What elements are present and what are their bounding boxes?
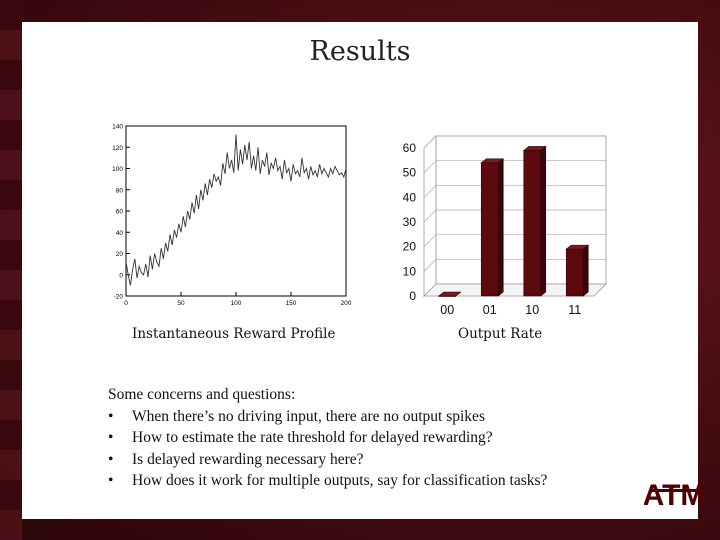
x-tick-label: 0 xyxy=(124,300,128,307)
right-chart-caption: Output Rate xyxy=(458,326,543,342)
x-tick-label: 11 xyxy=(568,303,581,315)
y-tick-label: 10 xyxy=(403,264,417,278)
x-tick-label: 00 xyxy=(440,303,454,315)
x-tick-label: 10 xyxy=(525,303,539,315)
y-tick-label: 20 xyxy=(116,251,124,258)
x-tick-label: 01 xyxy=(483,303,497,315)
y-tick-label: 100 xyxy=(112,166,123,173)
grid-line xyxy=(423,258,606,272)
plot-frame xyxy=(125,125,347,297)
x-tick-label: 50 xyxy=(177,300,185,307)
grid-line xyxy=(423,283,606,297)
bar-side xyxy=(455,291,461,297)
output-rate-bar-chart: 0 10 20 30 40 50 60 00 01 10 11 xyxy=(403,135,607,315)
bar-side xyxy=(540,145,547,297)
bullet-item: When there’s no driving input, there are… xyxy=(108,406,668,428)
logo-text: ATM xyxy=(644,479,704,512)
y-tick-label: 140 xyxy=(112,124,123,131)
grid-line xyxy=(423,209,606,223)
bar xyxy=(565,248,584,297)
x-tick-label: 100 xyxy=(231,300,242,307)
y-tick-label: 30 xyxy=(403,215,417,229)
grid-line xyxy=(423,160,606,173)
y-tick-label: 40 xyxy=(116,230,124,237)
y-tick-label: 80 xyxy=(116,187,124,194)
bullet-item: Is delayed rewarding necessary here? xyxy=(108,449,668,471)
bar xyxy=(480,162,499,297)
background-stripe xyxy=(0,0,22,540)
bullet-item: How to estimate the rate threshold for d… xyxy=(108,427,668,449)
y-tick-label: 60 xyxy=(403,141,417,155)
y-tick-label: 120 xyxy=(112,145,123,152)
bar xyxy=(523,150,542,297)
slide: Results -20 0 20 40 60 80 100 120 140 0 50 100 150 20… xyxy=(22,22,704,519)
x-tick-label: 200 xyxy=(341,300,352,307)
x-tick-label: 150 xyxy=(286,300,297,307)
y-tick-label: 50 xyxy=(403,166,417,180)
bar-side xyxy=(497,158,504,297)
concerns-intro: Some concerns and questions: xyxy=(108,386,296,403)
y-tick-label: 0 xyxy=(119,272,123,279)
grid-line xyxy=(423,184,606,198)
bullet-item: How does it work for multiple outputs, s… xyxy=(108,470,668,492)
concerns-list: Some concerns and questions: When there’… xyxy=(108,384,668,492)
y-tick-label: 40 xyxy=(403,190,417,204)
y-tick-label: 20 xyxy=(403,240,417,254)
atm-logo: ATM xyxy=(644,479,704,512)
y-tick-label: 0 xyxy=(409,289,416,303)
y-tick-label: 60 xyxy=(116,209,124,216)
slide-title: Results xyxy=(309,36,411,67)
left-chart-caption: Instantaneous Reward Profile xyxy=(132,326,336,342)
reward-series-line xyxy=(125,134,347,286)
grid-line xyxy=(423,234,606,247)
bar-side xyxy=(582,244,589,297)
y-tick-label: -20 xyxy=(114,294,124,301)
grid-line xyxy=(423,135,606,149)
